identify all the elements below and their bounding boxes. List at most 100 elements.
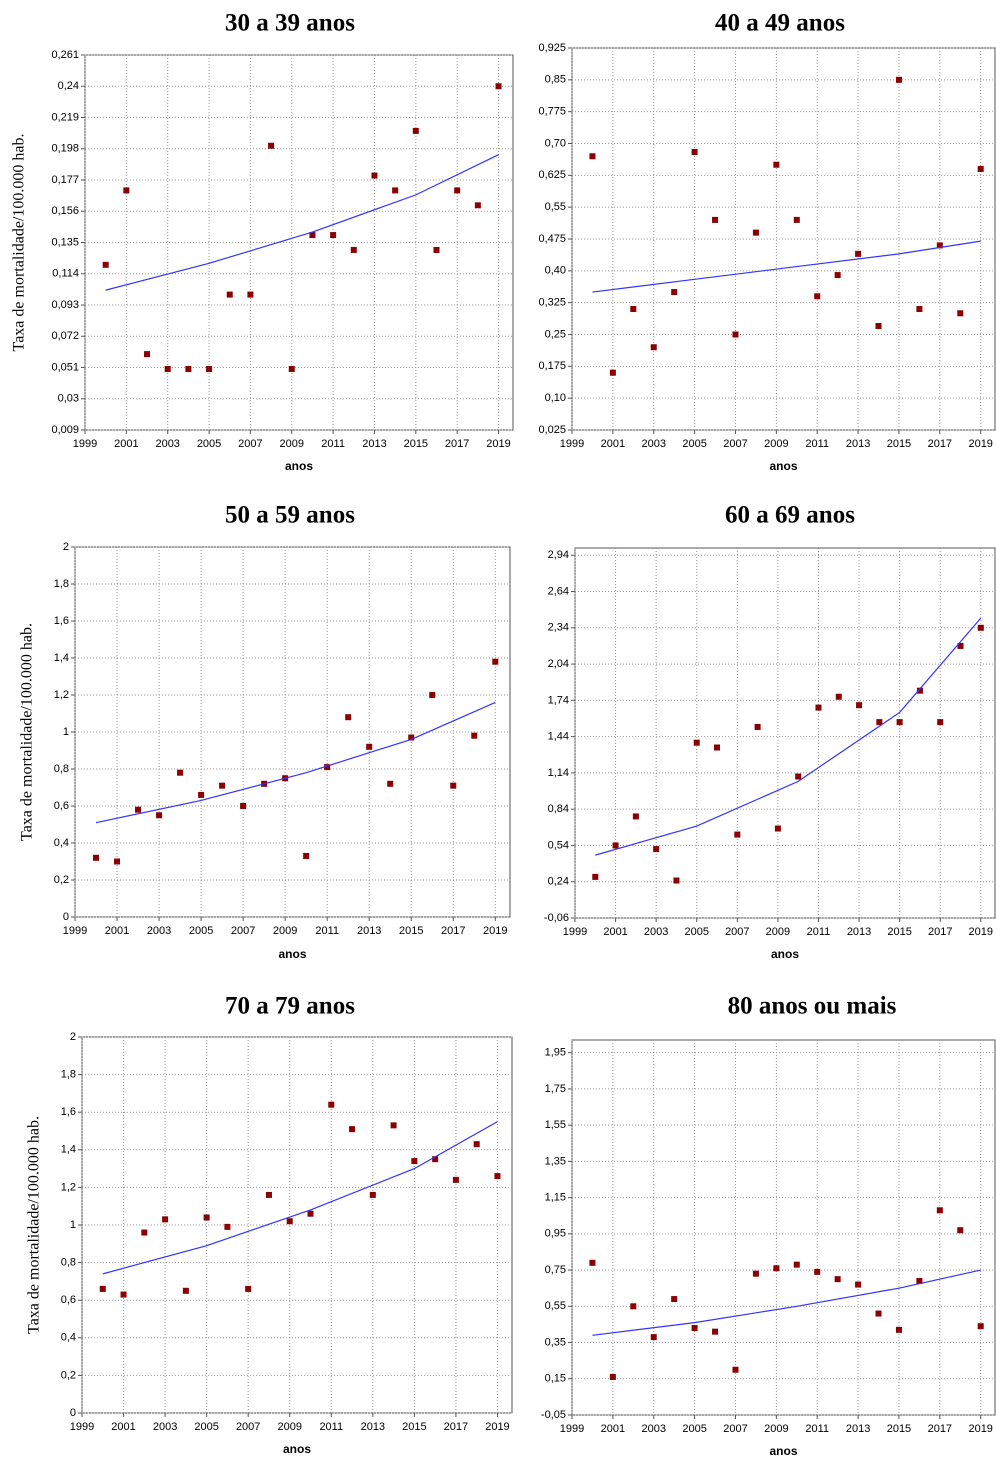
point (589, 153, 596, 160)
plot-area (571, 47, 996, 431)
trend-line (595, 617, 982, 856)
y-tick-label: 0,114 (52, 268, 79, 280)
point (303, 852, 310, 859)
point (99, 1285, 106, 1292)
x-axis-label: anos (278, 947, 306, 961)
y-tick-label: 0,261 (51, 49, 79, 61)
y-tick-label: 2 (63, 541, 69, 553)
point (773, 1265, 780, 1272)
x-axis-label: anos (769, 459, 797, 473)
x-tick-label: 2003 (155, 438, 179, 450)
y-tick-label: 2,64 (548, 585, 569, 597)
point (494, 1173, 501, 1180)
y-tick-label: 1,55 (545, 1119, 566, 1131)
point (474, 202, 481, 209)
trend-line (102, 1121, 498, 1275)
x-tick-label: 1999 (73, 438, 97, 450)
y-tick-label: 0,24 (58, 80, 79, 92)
point (793, 1261, 800, 1268)
point (834, 1276, 841, 1283)
point (895, 76, 902, 83)
y-tick-label: 0,84 (548, 803, 569, 815)
point (369, 1191, 376, 1198)
y-tick-label: 0,135 (51, 236, 79, 248)
trend-line (95, 701, 496, 824)
y-tick-label: -0,06 (544, 912, 569, 924)
point (795, 773, 802, 780)
point (473, 1141, 480, 1148)
y-tick-label: 2,34 (548, 622, 569, 634)
point (495, 83, 502, 90)
y-tick-label: 1 (70, 1219, 76, 1231)
chart-panel: 30 a 39 anos 0,009 0,03 0,051 0,072 0,093 0,11… (11, 10, 514, 473)
point (135, 806, 142, 813)
x-tick-label: 2017 (928, 1423, 952, 1435)
chart-title: 50 a 59 anos (225, 502, 355, 529)
x-tick-label: 2003 (641, 438, 665, 450)
y-tick-label: 0,55 (545, 201, 566, 213)
x-tick-label: 2015 (404, 438, 428, 450)
x-tick-label: 2001 (105, 925, 129, 937)
point (630, 306, 637, 313)
x-tick-label: 2009 (277, 1421, 301, 1433)
point (156, 812, 163, 819)
chart-panel: 50 a 59 anos 0 0,2 0,4 0,6 0,8 1 1,2 1,4 1,6 1,8 2 1… (19, 502, 511, 961)
y-tick-label: 0,198 (51, 143, 79, 155)
point (875, 323, 882, 330)
point (349, 1126, 356, 1133)
chart-title: 70 a 79 anos (225, 993, 355, 1020)
x-tick-label: 2009 (280, 438, 304, 450)
y-axis-label: Taxa de mortalidade/100.000 hab. (19, 623, 36, 841)
point (671, 289, 678, 296)
y-tick-label: 0,35 (545, 1336, 566, 1348)
y-tick-label: 0,093 (51, 299, 79, 311)
x-tick-label: 2005 (197, 438, 221, 450)
point (203, 1214, 210, 1221)
point (592, 873, 599, 880)
point (429, 692, 436, 698)
point (977, 165, 984, 172)
x-tick-label: 2007 (725, 926, 749, 938)
x-tick-label: 2009 (273, 925, 297, 937)
point (895, 1326, 902, 1333)
x-tick-label: 2001 (601, 1423, 625, 1435)
y-tick-label: 0,475 (538, 233, 566, 245)
x-tick-label: 2013 (846, 438, 870, 450)
point (408, 734, 415, 741)
y-tick-label: 0,40 (545, 265, 566, 277)
point (835, 693, 842, 700)
point (630, 1303, 637, 1310)
point (814, 1268, 821, 1275)
y-tick-label: 0,6 (61, 1294, 76, 1306)
y-tick-label: 0,775 (538, 106, 566, 118)
y-tick-label: 0 (63, 911, 69, 923)
y-tick-label: 0,051 (51, 361, 79, 373)
point (387, 780, 394, 787)
y-tick-label: 1,15 (545, 1192, 566, 1204)
x-tick-label: 2019 (485, 1421, 509, 1433)
point (714, 744, 721, 751)
x-tick-label: 2007 (723, 1423, 747, 1435)
x-tick-label: 2019 (969, 926, 993, 938)
point (855, 1281, 862, 1288)
x-tick-label: 2019 (968, 1423, 992, 1435)
y-tick-label: 1,6 (54, 615, 69, 627)
x-tick-label: 2001 (111, 1421, 135, 1433)
x-tick-label: 2009 (764, 1423, 788, 1435)
y-tick-label: 0,925 (538, 42, 566, 54)
point (123, 187, 130, 194)
plot-area (571, 1039, 996, 1416)
y-tick-label: 0,072 (51, 330, 79, 342)
y-tick-label: 0,009 (51, 424, 79, 436)
point (754, 723, 761, 730)
y-axis-label: Taxa de mortalidade/100.000 hab. (26, 1116, 43, 1334)
point (433, 246, 440, 253)
y-tick-label: 0,175 (538, 360, 566, 372)
x-tick-label: 2015 (402, 1421, 426, 1433)
x-tick-label: 2005 (194, 1421, 218, 1433)
point (896, 719, 903, 726)
y-tick-label: 0,2 (54, 874, 69, 886)
y-tick-label: 1,2 (61, 1181, 76, 1193)
point (309, 232, 316, 239)
point (609, 369, 616, 376)
